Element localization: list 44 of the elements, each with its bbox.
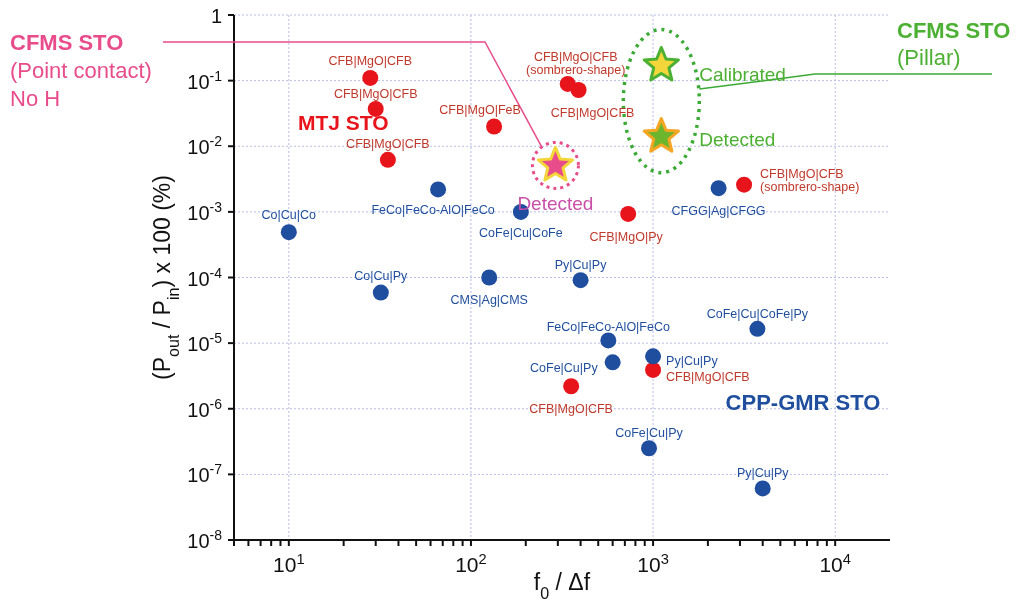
text: CPP-GMR STO bbox=[725, 390, 881, 415]
data-label: Detected bbox=[699, 128, 776, 150]
data-label: Co|Cu|Py bbox=[354, 268, 409, 283]
y-tick-label: 10$^{-1}$ bbox=[187, 67, 223, 93]
data-label: Co|Cu|Co bbox=[261, 208, 317, 223]
y-tick-label: 10$^{-2}$ bbox=[187, 133, 223, 159]
text: CFMS STO (Pillar) bbox=[897, 18, 1011, 70]
x-tick-label: 10$^{2}$ bbox=[455, 551, 487, 576]
x-axis-title: f$_{0}$ / Δf bbox=[533, 569, 591, 602]
data-label: CFB|MgO|CFB bbox=[550, 105, 635, 120]
data-label: CFB|MgO|CFB bbox=[666, 369, 750, 384]
data-label: CFB|MgO|CFB bbox=[328, 53, 413, 68]
data-label: CMS|Ag|CMS bbox=[450, 292, 528, 307]
y-tick-label: 10$^{-3}$ bbox=[187, 198, 223, 224]
x-tick-label: 10$^{3}$ bbox=[637, 551, 669, 576]
y-tick-label: 10$^{-8}$ bbox=[187, 527, 223, 552]
data-label: CFB|MgO|CFB (sombrero-shape) bbox=[760, 166, 860, 194]
y-tick-label: 10$^{-4}$ bbox=[187, 264, 223, 290]
data-label: Detected bbox=[517, 193, 594, 215]
data-label: Py|Cu|Py bbox=[736, 466, 790, 481]
data-label: FeCo|FeCo-AlO|FeCo bbox=[371, 203, 495, 218]
data-label: CFB|MgO|CFB bbox=[333, 86, 418, 101]
data-label: CFB|MgO|FeB bbox=[439, 103, 521, 118]
data-label: CFB|MgO|Py bbox=[589, 229, 664, 244]
data-label: Py|Cu|Py bbox=[554, 258, 608, 273]
y-tick-label: 1 bbox=[210, 5, 222, 27]
data-label: CoFe|Cu|Py bbox=[615, 426, 684, 441]
x-tick-label: 10$^{4}$ bbox=[819, 551, 851, 576]
y-tick-label: 10$^{-5}$ bbox=[187, 330, 223, 356]
data-label: CoFe|Cu|CoFe bbox=[479, 225, 563, 240]
y-tick-label: 10$^{-6}$ bbox=[187, 395, 223, 421]
data-label: Calibrated bbox=[699, 63, 786, 85]
series-label: MTJ STO bbox=[298, 111, 389, 134]
x-tick-label: 10$^{1}$ bbox=[273, 551, 305, 576]
data-label: FeCo|FeCo-AlO|FeCo bbox=[546, 320, 670, 335]
data-label: CFB|MgO|CFB bbox=[529, 402, 613, 417]
data-label: CoFe|Cu|CoFe|Py bbox=[706, 306, 809, 321]
data-label: CFB|MgO|CFB bbox=[346, 136, 430, 151]
y-tick-label: 10$^{-7}$ bbox=[187, 461, 223, 487]
data-label: CoFe|Cu|Py bbox=[530, 361, 599, 376]
data-label: CFGG|Ag|CFGG bbox=[671, 204, 766, 219]
text: CFMS STO (Point contact) No H bbox=[10, 30, 152, 111]
data-label: Py|Cu|Py bbox=[666, 354, 719, 369]
data-label: CFB|MgO|CFB (sombrero-shape) bbox=[526, 49, 626, 77]
